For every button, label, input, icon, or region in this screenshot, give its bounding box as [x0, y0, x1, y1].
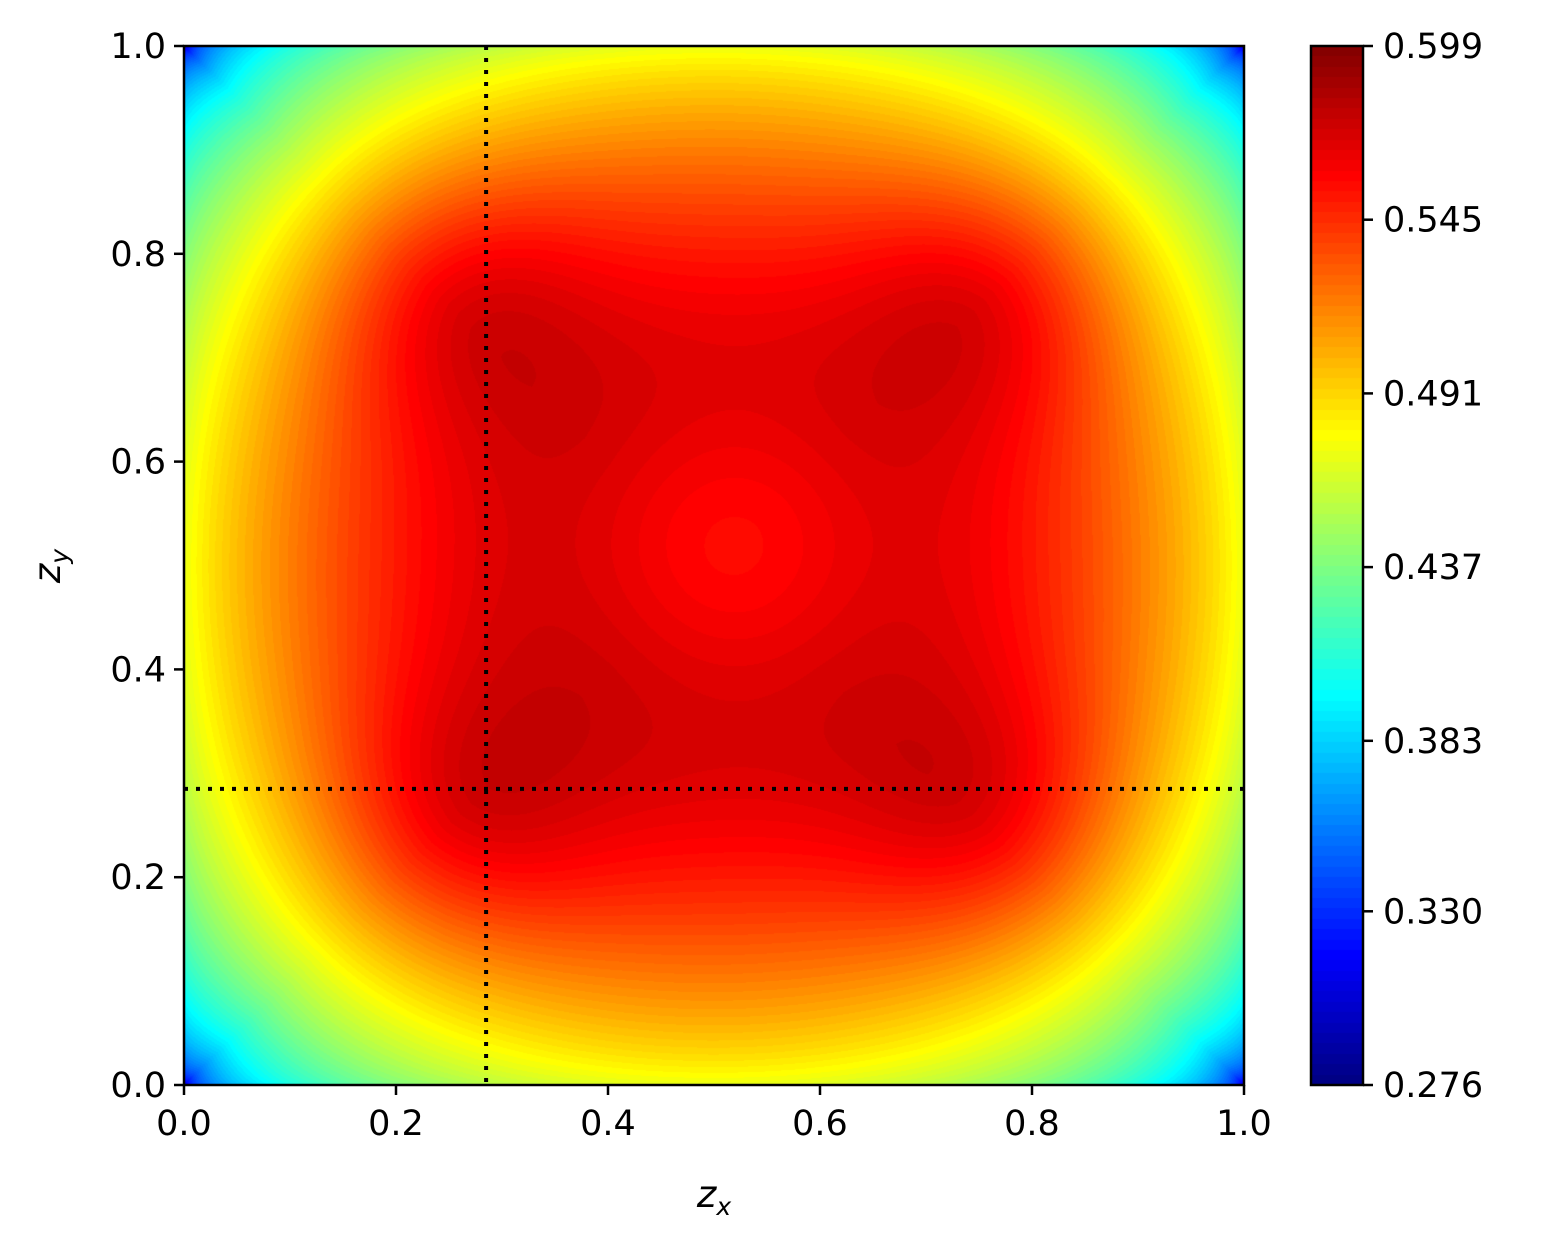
colorbar-tick-label: 0.491 [1383, 374, 1483, 414]
y-tick-label: 0.0 [110, 1066, 166, 1106]
x-axis-ticks: 0.0 0.2 0.4 0.6 0.8 1.0 [156, 1085, 1272, 1144]
y-tick-label: 0.6 [110, 443, 166, 483]
y-axis-ticks: 0.0 0.2 0.4 0.6 0.8 1.0 [110, 27, 184, 1106]
colorbar-tick-label: 0.545 [1383, 201, 1483, 241]
colorbar-frame [1309, 44, 1365, 1087]
colorbar-ticks: 0.276 0.330 0.383 0.437 0.491 0.545 0.599 [1363, 27, 1483, 1106]
heatmap-field [184, 46, 1244, 1085]
y-tick-label: 0.4 [110, 650, 166, 690]
x-tick-label: 0.4 [580, 1104, 636, 1144]
colorbar-tick-label: 0.330 [1383, 892, 1483, 932]
x-tick-label: 0.2 [368, 1104, 424, 1144]
x-axis-label: zx [696, 1173, 731, 1221]
y-tick-label: 0.2 [110, 858, 166, 898]
y-tick-label: 0.8 [110, 235, 166, 275]
y-tick-label: 1.0 [110, 27, 166, 67]
colorbar-tick-label: 0.599 [1383, 27, 1483, 67]
colorbar-gradient [1311, 46, 1363, 1085]
colorbar-tick-label: 0.437 [1383, 548, 1483, 588]
plot-frame [182, 44, 1246, 1087]
x-tick-label: 1.0 [1216, 1104, 1272, 1144]
y-axis-label: zy [26, 548, 74, 584]
colorbar-tick-label: 0.276 [1383, 1066, 1483, 1106]
x-tick-label: 0.6 [792, 1104, 848, 1144]
x-tick-label: 0.0 [156, 1104, 212, 1144]
colorbar-tick-label: 0.383 [1383, 722, 1483, 762]
x-tick-label: 0.8 [1004, 1104, 1060, 1144]
reference-lines [184, 46, 1244, 1085]
